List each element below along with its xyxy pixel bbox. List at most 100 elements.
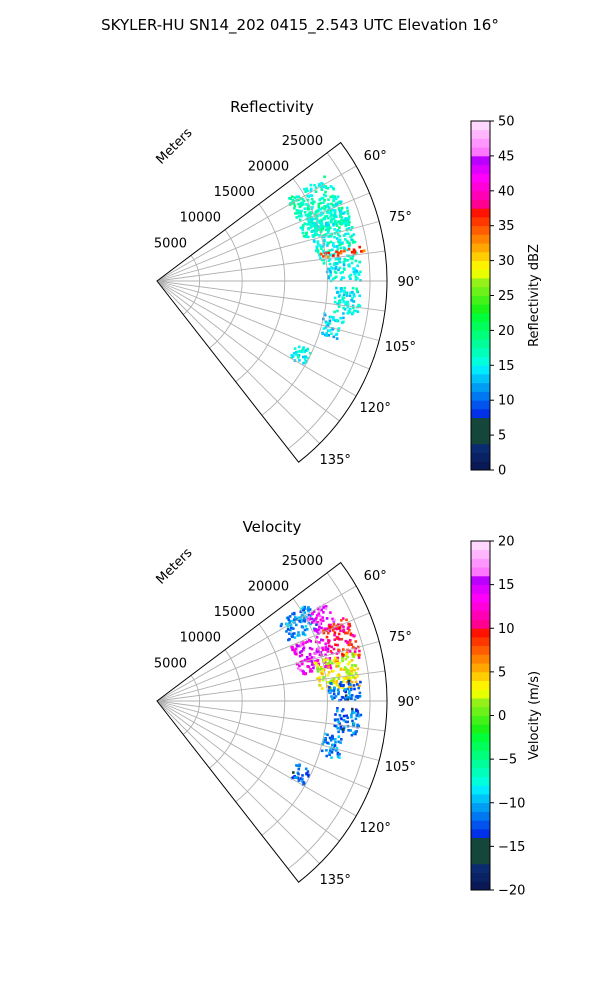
colorbar-segment [471,881,490,891]
echo-cell [332,187,335,191]
echo-cell [324,253,328,257]
echo-cell [356,264,359,268]
echo-cell [312,627,316,630]
echo-cell [325,215,329,218]
colorbar-segment [471,216,490,227]
sector-frame [156,561,388,883]
echo-cell [320,222,324,226]
echo-cell [304,767,308,771]
theta-tick-label: 135° [320,453,351,468]
echo-cell [350,643,353,646]
colorbar-segment [471,558,490,568]
panel-title: Reflectivity [230,98,314,116]
echo-cell [309,351,312,355]
echo-cell [338,682,342,686]
echo-cell [339,246,343,250]
echo-cell [329,234,332,237]
colorbar-segment [471,602,490,612]
echo-cell [346,241,350,244]
echo-cell [331,737,334,741]
echo-cell [336,718,340,721]
echo-cell [351,296,354,300]
echo-cell [359,270,362,274]
echo-cell [336,707,339,710]
echo-cell [332,197,336,200]
echo-cell [325,321,328,325]
echo-cell [318,622,321,626]
echo-cell [315,214,318,218]
colorbar-segment [471,347,490,357]
echo-cell [305,349,309,352]
colorbar-segment [471,199,490,209]
echo-cell [322,249,325,253]
echo-cell [308,646,312,650]
sector-frame [156,141,388,463]
echo-cell [299,213,302,217]
echo-cell [323,193,326,197]
echo-cell [314,190,318,193]
colorbar-segment [471,408,490,419]
echo-cell [339,316,342,320]
echo-cell [310,187,313,191]
echo-cell [341,276,344,279]
echo-cell [336,755,340,758]
echo-cell [358,260,362,264]
echo-cell [301,201,305,205]
echo-cell [341,270,344,274]
colorbar-segment [471,243,490,253]
echo-cell [306,665,310,668]
echo-cell [301,774,304,777]
echo-cell [335,337,339,340]
echo-cell [320,186,323,189]
colorbar-tick-label: 40 [498,184,515,199]
echo-cell [356,712,360,715]
colorbar-segment [471,663,490,673]
colorbar-segment [471,584,490,594]
echo-cell [319,630,322,633]
echo-cell [339,210,342,213]
echo-cell [333,724,337,728]
colorbar-segment [471,811,490,821]
echo-cell [326,216,330,220]
echo-cell [329,739,333,742]
echo-cell [316,240,320,243]
echo-cell [337,233,340,236]
echo-cell [320,672,323,675]
echo-cell [346,232,350,236]
colorbar-segment [471,541,490,551]
echo-cell [312,666,315,670]
echo-cell [308,618,311,621]
echo-cell [342,222,346,225]
echo-cell [354,717,358,721]
echo-cell [314,229,318,232]
echo-cell [322,740,326,744]
echo-cell [299,204,303,207]
echo-cell [335,215,338,218]
echo-cell [315,614,319,617]
echo-cell [340,287,343,290]
echo-cell [349,235,352,239]
echo-cell [343,308,347,311]
colorbar-label: Reflectivity dBZ [527,244,542,347]
echo-cell [333,211,337,214]
echo-cell [303,616,306,620]
echo-cell [338,686,341,689]
echo-cell [355,714,359,717]
echo-cell [311,621,314,624]
echo-cell [346,641,349,645]
echo-cell [351,311,355,315]
echo-cell [333,228,336,231]
colorbar-segment [471,339,490,349]
colorbar-segment [471,715,490,725]
echo-cell [331,617,334,621]
echo-cell [306,657,310,661]
echo-cell [304,625,308,628]
theta-tick-label: 120° [360,401,391,416]
echo-cell [321,619,325,622]
echo-cell [347,692,351,695]
echo-cell [310,201,313,205]
echo-cell [309,640,313,643]
echo-cell [340,250,343,253]
echo-cell [350,250,354,254]
echo-cell [297,616,300,620]
